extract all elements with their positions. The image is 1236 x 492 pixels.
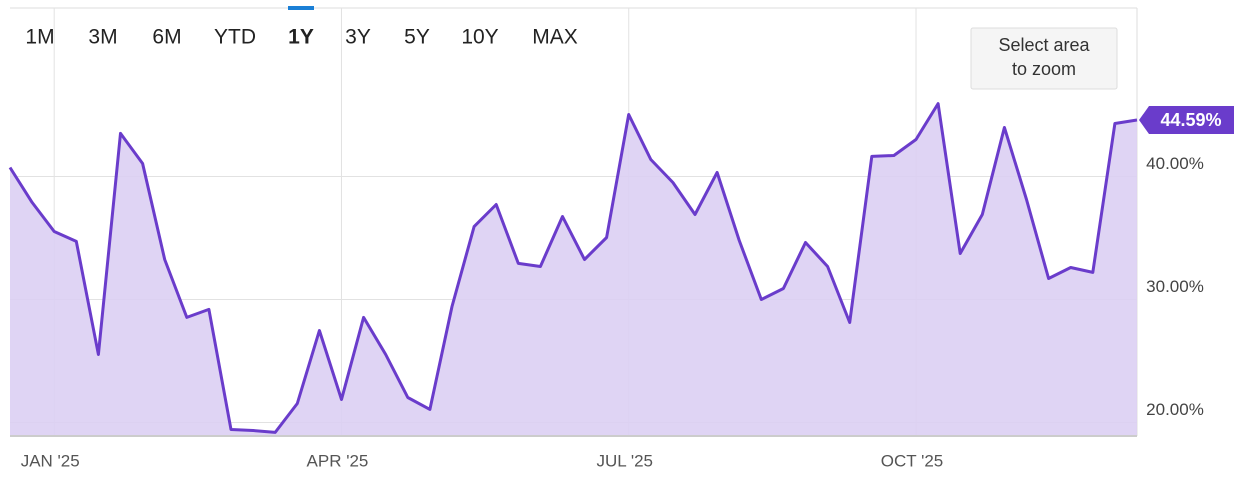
- x-tick-label: APR '25: [307, 451, 369, 470]
- x-tick-label: JAN '25: [21, 451, 80, 470]
- x-tick-label: JUL '25: [597, 451, 653, 470]
- value-label-box: [1139, 106, 1234, 135]
- zoom-hint-box: [970, 27, 1118, 90]
- range-button[interactable]: 1M: [25, 26, 54, 49]
- active-indicator: [288, 6, 314, 10]
- y-tick-label: 30.00%: [1146, 277, 1204, 296]
- x-tick-label: OCT '25: [881, 451, 943, 470]
- range-button[interactable]: YTD: [214, 26, 256, 49]
- range-button[interactable]: 3M: [88, 26, 117, 49]
- y-tick-label: 20.00%: [1146, 400, 1204, 419]
- zoom-hint: Select area: [998, 35, 1090, 55]
- y-tick-label: 40.00%: [1146, 154, 1204, 173]
- value-label: 44.59%: [1160, 110, 1221, 130]
- range-button[interactable]: 5Y: [404, 26, 430, 49]
- range-button[interactable]: 3Y: [345, 26, 371, 49]
- range-button: MAX: [532, 26, 578, 49]
- range-button[interactable]: 1Y: [288, 26, 314, 49]
- line: [8, 102, 1138, 434]
- zoom-hint: to zoom: [1012, 59, 1076, 79]
- range-button: 10Y: [461, 26, 498, 49]
- area: [10, 103, 1137, 436]
- range-button[interactable]: 6M: [152, 26, 181, 49]
